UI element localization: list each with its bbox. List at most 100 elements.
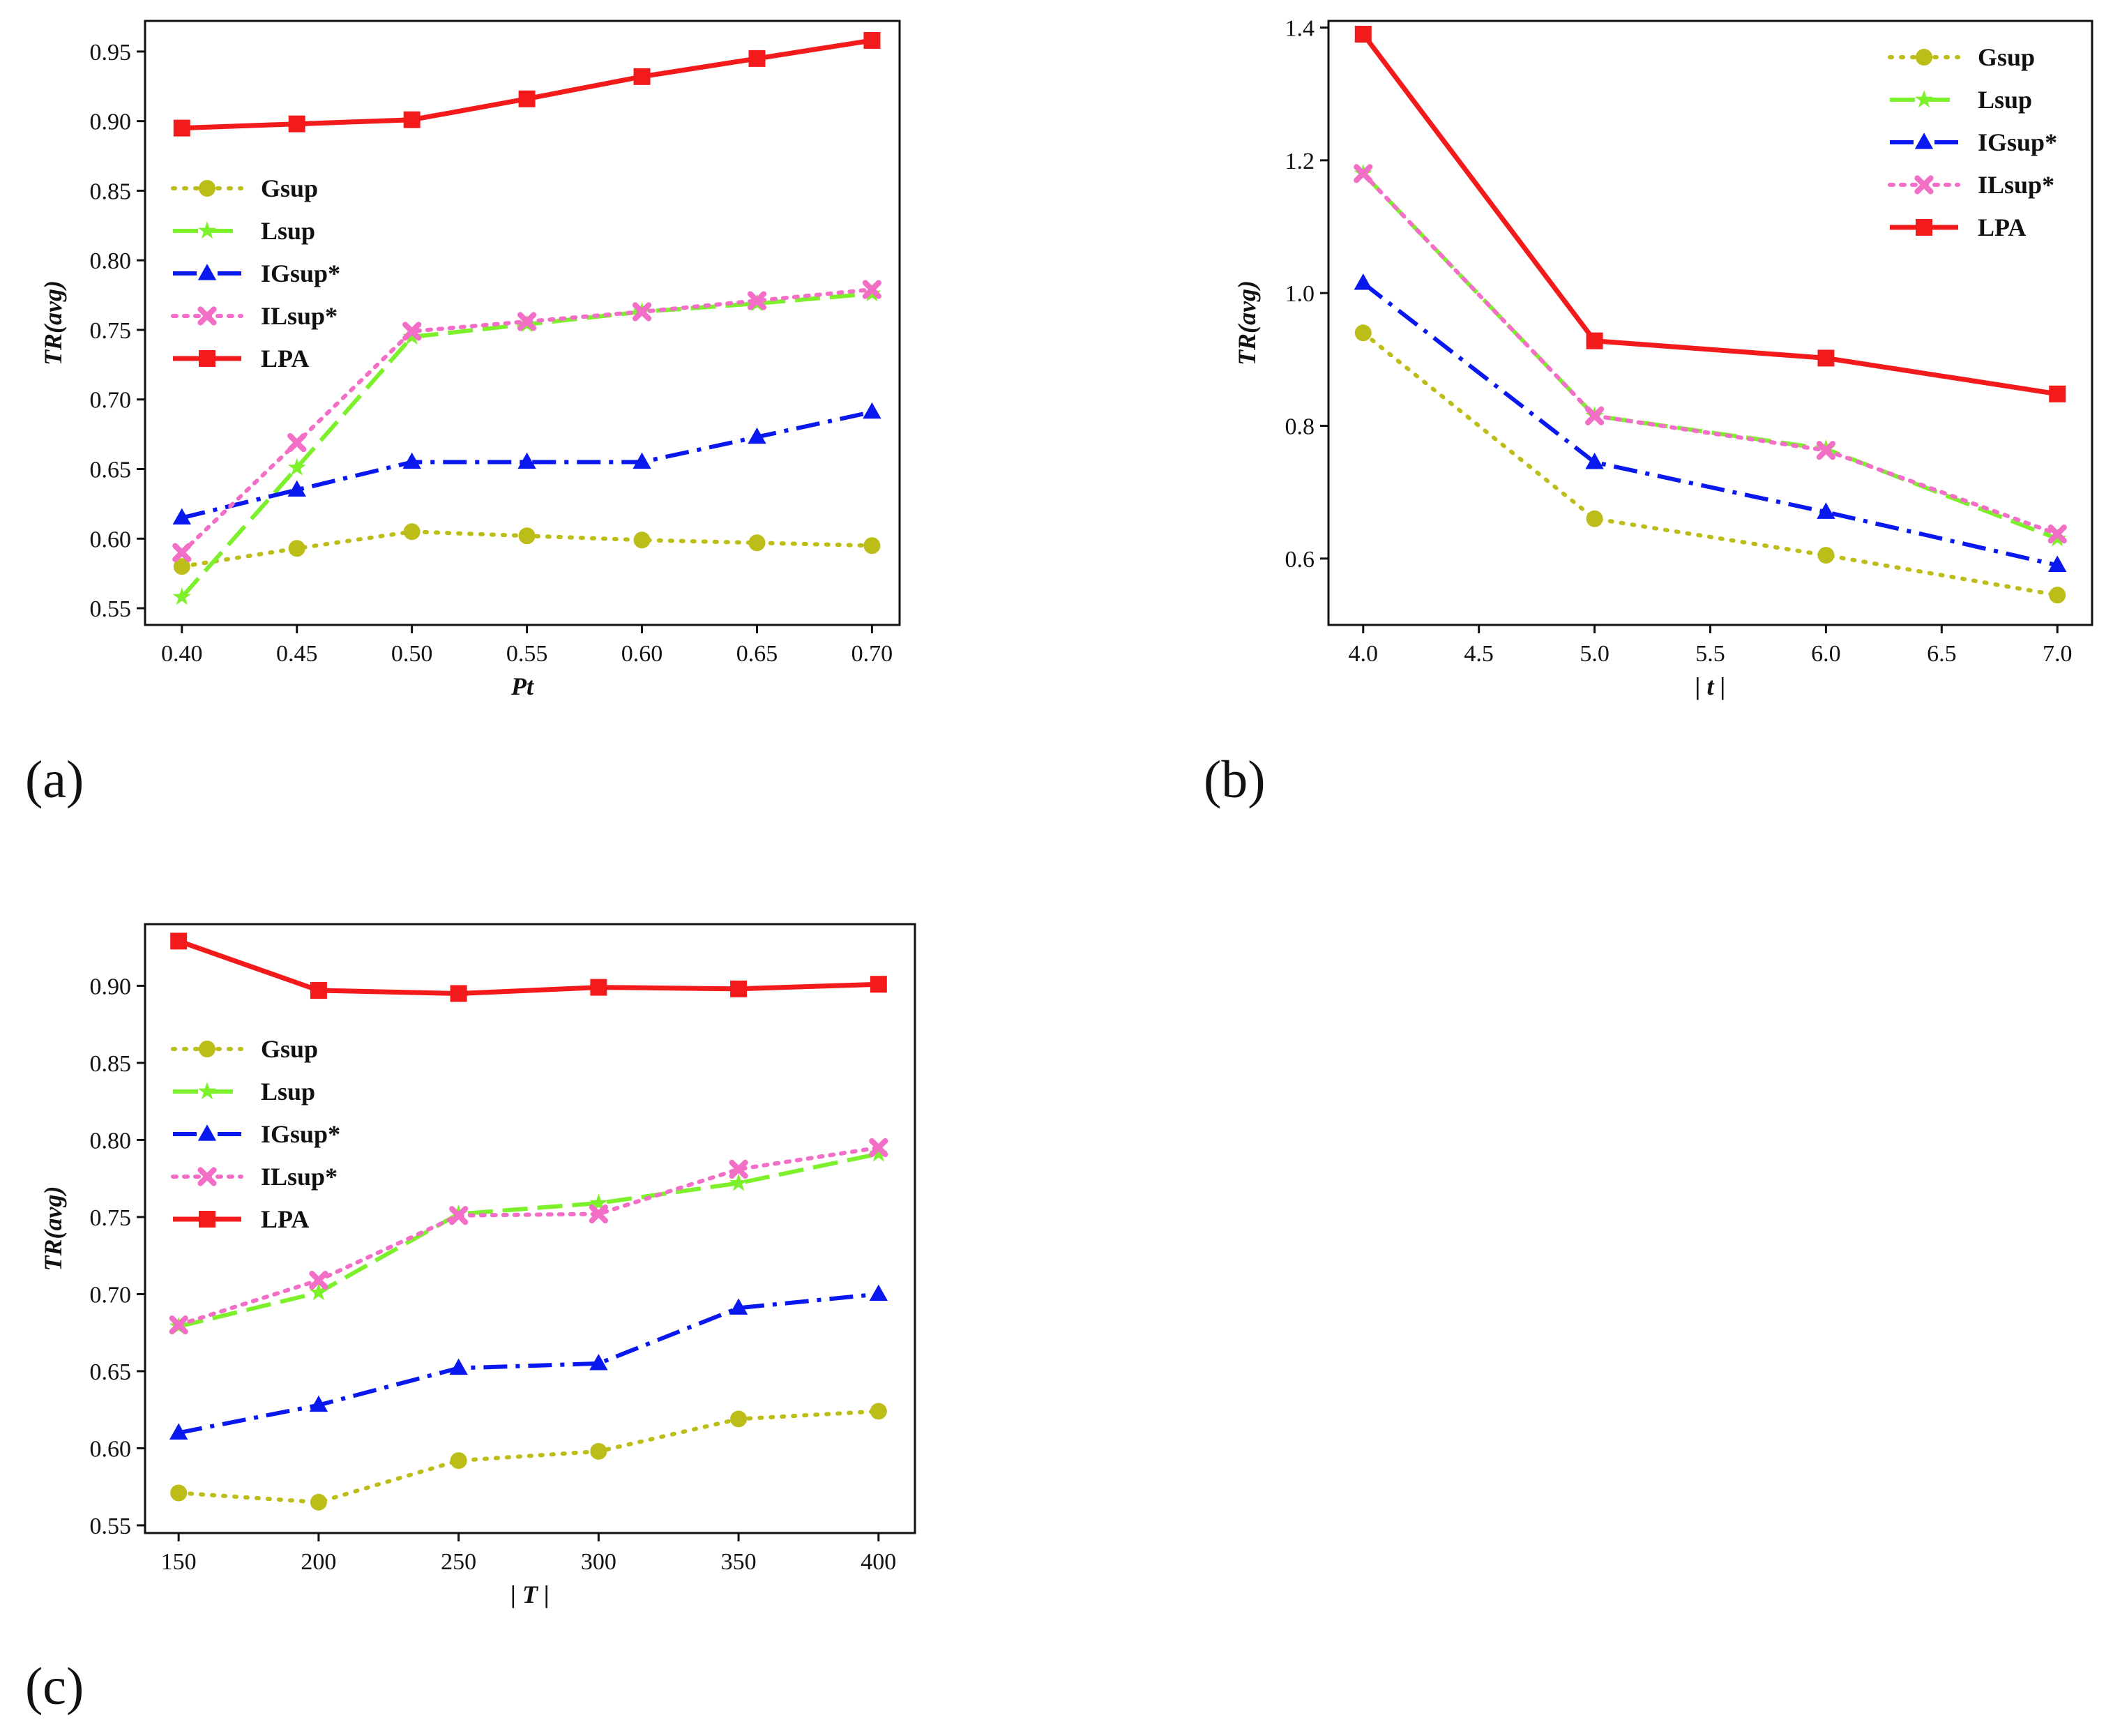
data-point [403,111,421,128]
data-point [863,537,881,554]
plot-frame [144,923,916,1534]
series-lpa [170,933,887,1002]
x-tick-label: 0.60 [621,641,663,667]
x-tick-label: 350 [721,1549,757,1575]
legend-marker [199,180,215,197]
legend-marker [197,306,217,326]
x-axis-label: Pt [510,672,534,700]
y-axis-label: TR(avg) [39,280,67,365]
data-point [869,1144,888,1162]
data-point [2048,555,2067,572]
legend-marker [1914,133,1934,149]
legend-marker [1914,90,1934,108]
x-marker-stroke-b [589,1204,608,1224]
data-point [172,587,191,605]
data-point [310,982,327,999]
panel-label-b: (b) [1204,750,1266,809]
legend-label: IGsup* [261,259,340,287]
x-marker-stroke-b [1354,164,1373,183]
y-tick-label: 0.70 [90,388,132,414]
x-marker-stroke-b [517,312,537,331]
data-point [589,1193,608,1212]
data-point [403,523,421,541]
data-point [449,1358,468,1375]
x-marker-stroke-b [197,1167,217,1186]
data-point [863,31,881,49]
x-tick-label: 250 [441,1549,476,1575]
x-marker-stroke-b [1584,406,1605,425]
series-lsup [172,284,881,605]
x-tick-label: 4.0 [1349,641,1379,667]
series-line [1361,32,2058,397]
y-tick-label: 0.80 [90,248,132,274]
legend-label: LPA [261,1205,309,1233]
y-axis-label: TR(avg) [39,1186,67,1271]
chart-panel-a: 0.55 0.60 0.65 0.70 0.75 0.80 0.85 0.90 0.95 0.40… [39,20,901,700]
series-ilsup-star [1354,164,2067,544]
data-point [870,976,887,993]
x-tick-label: 400 [861,1549,896,1575]
x-tick-label: 6.0 [1811,641,1841,667]
series-lpa [173,31,881,137]
data-point [173,119,190,137]
x-tick-label: 4.5 [1464,641,1494,667]
y-tick-label: 0.70 [90,1282,132,1308]
data-point [748,427,766,444]
data-point [633,68,651,85]
data-point [172,543,192,562]
data-point [2049,587,2066,604]
x-marker-stroke-b [1816,441,1836,460]
legend-marker [197,221,217,239]
data-point [1816,441,1836,460]
x-tick-label: 200 [301,1549,336,1575]
legend-label: Lsup [261,217,315,245]
y-tick-label: 0.95 [90,40,132,66]
data-point [288,540,305,557]
legend-label: Lsup [1978,86,2032,114]
plot-frame [144,20,901,626]
x-tick-label: 7.0 [2043,641,2073,667]
panel-label-c: (c) [25,1657,84,1716]
y-tick-label: 0.55 [90,596,132,622]
y-tick-label: 0.60 [90,1436,132,1462]
data-point [450,985,467,1002]
y-tick-label: 0.75 [90,1205,132,1231]
data-point [863,402,881,419]
y-tick-label: 0.8 [1285,414,1315,440]
data-point [309,1283,328,1301]
y-tick-label: 0.75 [90,318,132,344]
series-line [178,1152,879,1329]
data-point [449,1206,469,1225]
data-point [518,527,536,545]
x-marker-stroke-b [1914,175,1934,195]
data-point [748,534,766,552]
data-point [1586,332,1603,349]
legend-marker [1916,49,1932,66]
legend-label: Lsup [261,1078,315,1105]
x-marker-stroke-b [862,280,882,299]
data-point [309,1270,328,1290]
data-point [869,1138,888,1158]
y-tick-label: 1.4 [1285,16,1315,42]
legend-marker [197,1124,217,1141]
y-tick-label: 0.90 [90,110,132,135]
legend-marker [1914,175,1934,195]
legend: Gsup Lsup IGsup* ILsup* LPA [1888,43,2057,241]
x-marker-stroke-b [197,306,217,326]
x-tick-label: 5.0 [1580,641,1610,667]
x-tick-label: 0.65 [736,641,778,667]
x-tick-label: 0.40 [161,641,203,667]
data-point [590,1442,607,1460]
legend-marker [197,1167,217,1186]
x-tick-label: 150 [161,1549,197,1575]
series-line [1361,281,2058,568]
data-point [450,1452,467,1470]
data-point [287,433,307,453]
legend: Gsup Lsup IGsup* ILsup* LPA [171,174,340,372]
x-marker-stroke-b [172,543,192,562]
series-line [178,1292,879,1435]
legend-label: IGsup* [1978,128,2057,156]
data-point [1585,453,1604,469]
y-tick-label: 0.60 [90,527,132,552]
